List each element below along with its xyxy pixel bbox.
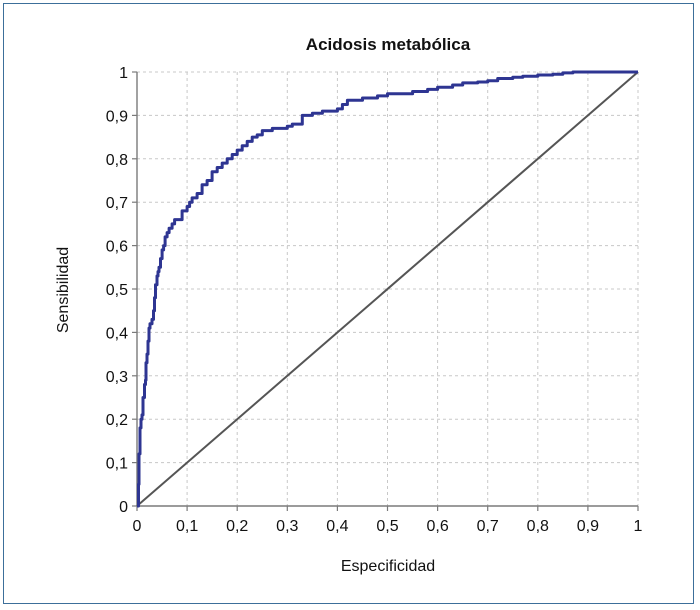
axis-layer [132,71,639,511]
y-tick-label: 0,2 [106,412,128,429]
y-tick-label: 0,3 [106,369,128,386]
y-tick-label: 0,9 [106,108,128,125]
x-tick-label: 0,5 [376,518,398,535]
x-tick-label: 0,8 [527,518,549,535]
x-tick-label: 0,7 [477,518,499,535]
y-tick-label: 0,5 [106,282,128,299]
x-tick-label: 0,3 [276,518,298,535]
x-tick-label: 0,2 [226,518,248,535]
x-tick-label: 0,9 [577,518,599,535]
y-tick-label: 0,8 [106,152,128,169]
x-tick-label: 0,1 [176,518,198,535]
series-layer [136,70,639,508]
y-tick-label: 1 [119,65,128,82]
x-tick-label: 0 [133,518,142,535]
x-tick-label: 1 [634,518,643,535]
roc-curve-line [137,70,638,508]
y-tick-label: 0,7 [106,195,128,212]
x-tick-label: 0,4 [326,518,348,535]
x-axis-label: Especificidad [341,558,435,575]
y-tick-label: 0,1 [106,456,128,473]
y-tick-label: 0,6 [106,239,128,256]
chart-title: Acidosis metabólica [306,35,471,54]
tick-labels: 00 0,1 0,1 0,2 0,2 0,3 0,3 0,4 0,4 0,5 0,5 0,6 0,6 0,… [106,65,643,535]
reference-line [136,71,639,507]
y-tick-label: 0,4 [106,325,128,342]
y-tick-label: 0 [119,499,128,516]
x-tick-label: 0,6 [426,518,448,535]
grid-layer [137,71,639,506]
y-axis-label: Sensibilidad [55,247,72,333]
